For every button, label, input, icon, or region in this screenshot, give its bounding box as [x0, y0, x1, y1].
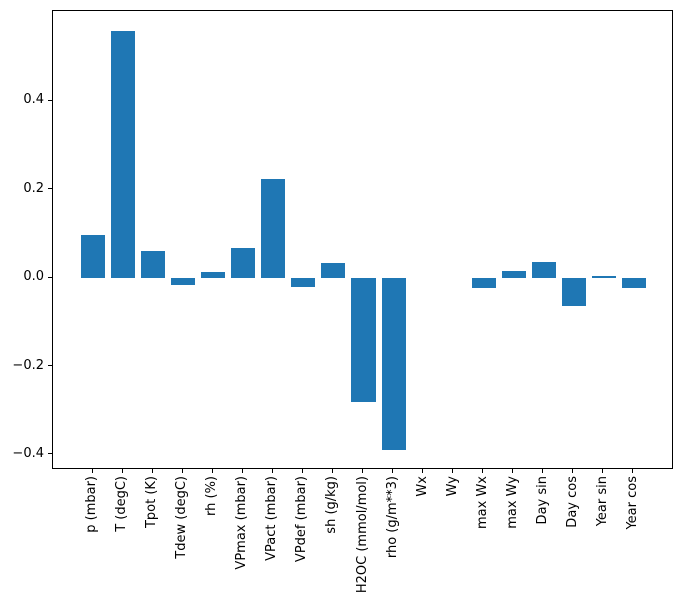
x-axis-tick-label-text: Day sin: [534, 476, 550, 525]
x-axis-tick-label-text: Tdew (degC): [174, 476, 190, 559]
y-tick-mark: [48, 453, 52, 455]
y-axis-tick-label: 0.0: [23, 269, 44, 285]
x-axis-tick-label: T (degC): [112, 476, 132, 532]
bar-t-degc: [111, 31, 136, 279]
x-axis-tick-label-text: Year cos: [624, 476, 640, 530]
x-axis-tick-label: Year sin: [593, 476, 613, 526]
x-tick-mark: [362, 469, 363, 473]
bar-p-mbar: [81, 234, 106, 279]
bar-max-wx: [471, 278, 496, 289]
bar-vpact-mbar: [261, 179, 286, 279]
x-tick-mark: [181, 469, 183, 473]
y-tick-mark: [48, 365, 52, 367]
y-tick-mark: [48, 276, 52, 278]
x-tick-mark: [542, 469, 544, 473]
x-tick-mark: [602, 469, 604, 473]
x-axis-tick-label: VPact (mbar): [262, 476, 282, 561]
x-tick-mark: [91, 469, 93, 473]
x-axis-tick-label: p (mbar): [82, 476, 102, 533]
y-axis-tick-label: −0.4: [12, 445, 44, 461]
x-axis-tick-label: sh (g/kg): [322, 476, 342, 534]
x-tick-mark: [482, 469, 484, 473]
x-tick-mark: [392, 469, 394, 473]
bar-year-sin: [591, 276, 616, 279]
x-axis-tick-label-text: rh (%): [204, 476, 220, 516]
x-axis-tick-label-text: Year sin: [594, 476, 610, 527]
x-axis-tick-label: Day sin: [533, 476, 553, 524]
plot-area: [52, 10, 673, 469]
bar-tdew-degc: [171, 278, 196, 286]
x-axis-tick-label-text: p (mbar): [84, 476, 100, 533]
x-axis-tick-label-text: rho (g/m**3): [384, 476, 400, 559]
bar-rho-g-m-3: [381, 278, 406, 451]
x-tick-mark: [241, 469, 243, 473]
x-axis-tick-label-text: Wx: [414, 476, 430, 497]
x-axis-tick-label-text: Day cos: [564, 476, 580, 528]
bar-h2oc-mmol-mol: [351, 278, 376, 403]
x-axis-tick-label: Year cos: [623, 476, 643, 530]
x-tick-mark: [271, 469, 273, 473]
bar-vpmax-mbar: [231, 248, 256, 279]
bar-rh: [201, 272, 226, 279]
y-tick-mark: [48, 99, 52, 101]
x-axis-tick-label: rho (g/m**3): [383, 476, 403, 558]
y-tick-mark: [48, 188, 52, 190]
bar-tpot-k: [141, 250, 166, 279]
x-axis-tick-label-text: Wy: [444, 476, 460, 497]
x-axis-tick-label-text: Tpot (K): [144, 476, 160, 529]
bar-sh-g-kg: [321, 263, 346, 279]
x-axis-tick-label-text: sh (g/kg): [324, 476, 340, 534]
x-axis-tick-label: rh (%): [202, 476, 222, 516]
x-axis-tick-label: Wx: [413, 476, 433, 497]
x-axis-tick-label: max Wy: [503, 476, 523, 529]
x-tick-mark: [422, 469, 424, 473]
x-axis-tick-label-text: H2OC (mmol/mol): [354, 476, 370, 594]
x-tick-mark: [121, 469, 123, 473]
y-axis-tick-label: 0.2: [23, 180, 44, 196]
bar-day-cos: [561, 278, 586, 306]
y-axis-tick-label: −0.2: [12, 357, 44, 373]
x-tick-mark: [331, 469, 333, 473]
x-axis-tick-label-text: max Wy: [504, 476, 520, 529]
bar-year-cos: [621, 278, 646, 289]
x-axis-tick-label: VPmax (mbar): [232, 476, 252, 570]
x-axis-tick-label: H2OC (mmol/mol): [353, 476, 373, 593]
x-tick-mark: [301, 469, 303, 473]
x-tick-mark: [151, 469, 153, 473]
x-tick-mark: [452, 469, 454, 473]
x-axis-tick-label: VPdef (mbar): [292, 476, 312, 562]
x-axis-tick-label-text: max Wx: [474, 476, 490, 530]
x-axis-tick-label-text: T (degC): [114, 476, 130, 532]
x-axis-tick-label: Wy: [443, 476, 463, 496]
bar-vpdef-mbar: [291, 278, 316, 287]
x-tick-mark: [572, 469, 574, 473]
x-axis-tick-label: Day cos: [563, 476, 583, 528]
x-axis-tick-label-text: VPdef (mbar): [294, 476, 310, 563]
x-axis-tick-label: max Wx: [473, 476, 493, 529]
x-axis-tick-label-text: VPmax (mbar): [234, 476, 250, 570]
bar-day-sin: [531, 262, 556, 279]
x-axis-tick-label-text: VPact (mbar): [264, 476, 280, 561]
x-axis-tick-label: Tpot (K): [142, 476, 162, 528]
y-axis-tick-label: 0.4: [23, 92, 44, 108]
x-axis-tick-label: Tdew (degC): [172, 476, 192, 559]
x-tick-mark: [211, 469, 213, 473]
bar-max-wy: [501, 271, 526, 279]
x-tick-mark: [512, 469, 514, 473]
x-tick-mark: [632, 469, 634, 473]
